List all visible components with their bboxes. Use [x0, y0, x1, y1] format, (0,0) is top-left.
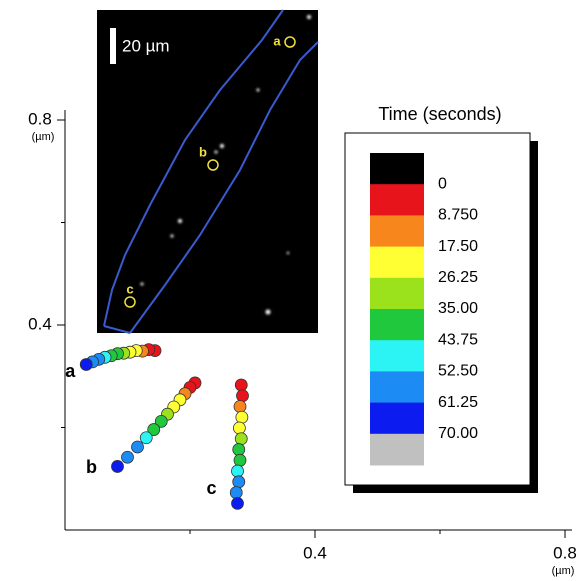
micrograph — [97, 10, 318, 333]
scale-label: 20 µm — [122, 36, 170, 55]
y-axis-label: (µm) — [32, 131, 55, 143]
trajectory-label: b — [86, 457, 97, 477]
trajectory-point — [236, 389, 249, 403]
legend-label: 35.00 — [438, 300, 478, 317]
legend-swatch — [370, 371, 424, 404]
trajectory-point — [147, 423, 161, 436]
inset: 20 µm a b c — [97, 9, 319, 334]
trajectory-point — [232, 443, 246, 456]
y-tick-label: 0.8 — [28, 109, 52, 128]
spots — [140, 15, 311, 315]
spot-label: c — [126, 281, 133, 296]
x-axis-label: (µm) — [552, 565, 575, 577]
trajectory-point — [139, 431, 153, 445]
y-tick-label: 0.4 — [28, 314, 52, 333]
legend-swatch — [370, 402, 424, 435]
x-tick-label: 0.8 — [553, 543, 577, 562]
scale-bar — [110, 28, 116, 64]
trajectory-point — [234, 378, 248, 392]
legend-swatch — [370, 153, 424, 185]
legend-label: 70.00 — [438, 425, 478, 442]
trajectory-point — [231, 464, 244, 478]
trajectory-label: c — [206, 478, 216, 498]
legend-swatch — [370, 246, 424, 279]
spot-label: b — [199, 144, 207, 159]
cell-outline — [103, 325, 131, 334]
trajectory-point — [233, 453, 247, 467]
legend-swatch — [370, 340, 424, 372]
trajectory-point — [79, 358, 93, 371]
trajectory-point — [131, 440, 144, 454]
legend-label: 8.750 — [438, 207, 478, 224]
trajectory-point — [232, 421, 246, 435]
legend-title: Time (seconds) — [378, 104, 501, 124]
x-tick-label: 0.4 — [303, 543, 327, 562]
trajectory-point — [231, 496, 244, 510]
legend-swatch — [370, 309, 424, 341]
trajectory-point — [111, 460, 124, 473]
legend-label: 43.75 — [438, 331, 478, 348]
spot-circles — [124, 36, 296, 308]
legend-swatch — [370, 215, 424, 248]
legend-swatch — [370, 184, 424, 216]
trajectory-point — [121, 450, 134, 464]
legend-label: 17.50 — [438, 238, 478, 255]
legend-label: 26.25 — [438, 269, 478, 286]
trajectory-point — [234, 432, 248, 446]
legend-label: 61.25 — [438, 394, 478, 411]
legend-label: 52.50 — [438, 363, 478, 380]
trajectory-point — [229, 486, 243, 499]
spot-label: a — [273, 33, 281, 48]
legend-label: 0 — [438, 175, 447, 192]
trajectory-point — [233, 400, 247, 413]
legend-swatch — [370, 277, 424, 310]
trajectory-label: a — [65, 361, 76, 381]
trajectory-point — [235, 410, 249, 424]
trajectory-point — [232, 475, 246, 489]
trajectory-point — [154, 414, 168, 428]
cell-outline — [103, 9, 319, 334]
legend-swatch — [370, 433, 424, 466]
